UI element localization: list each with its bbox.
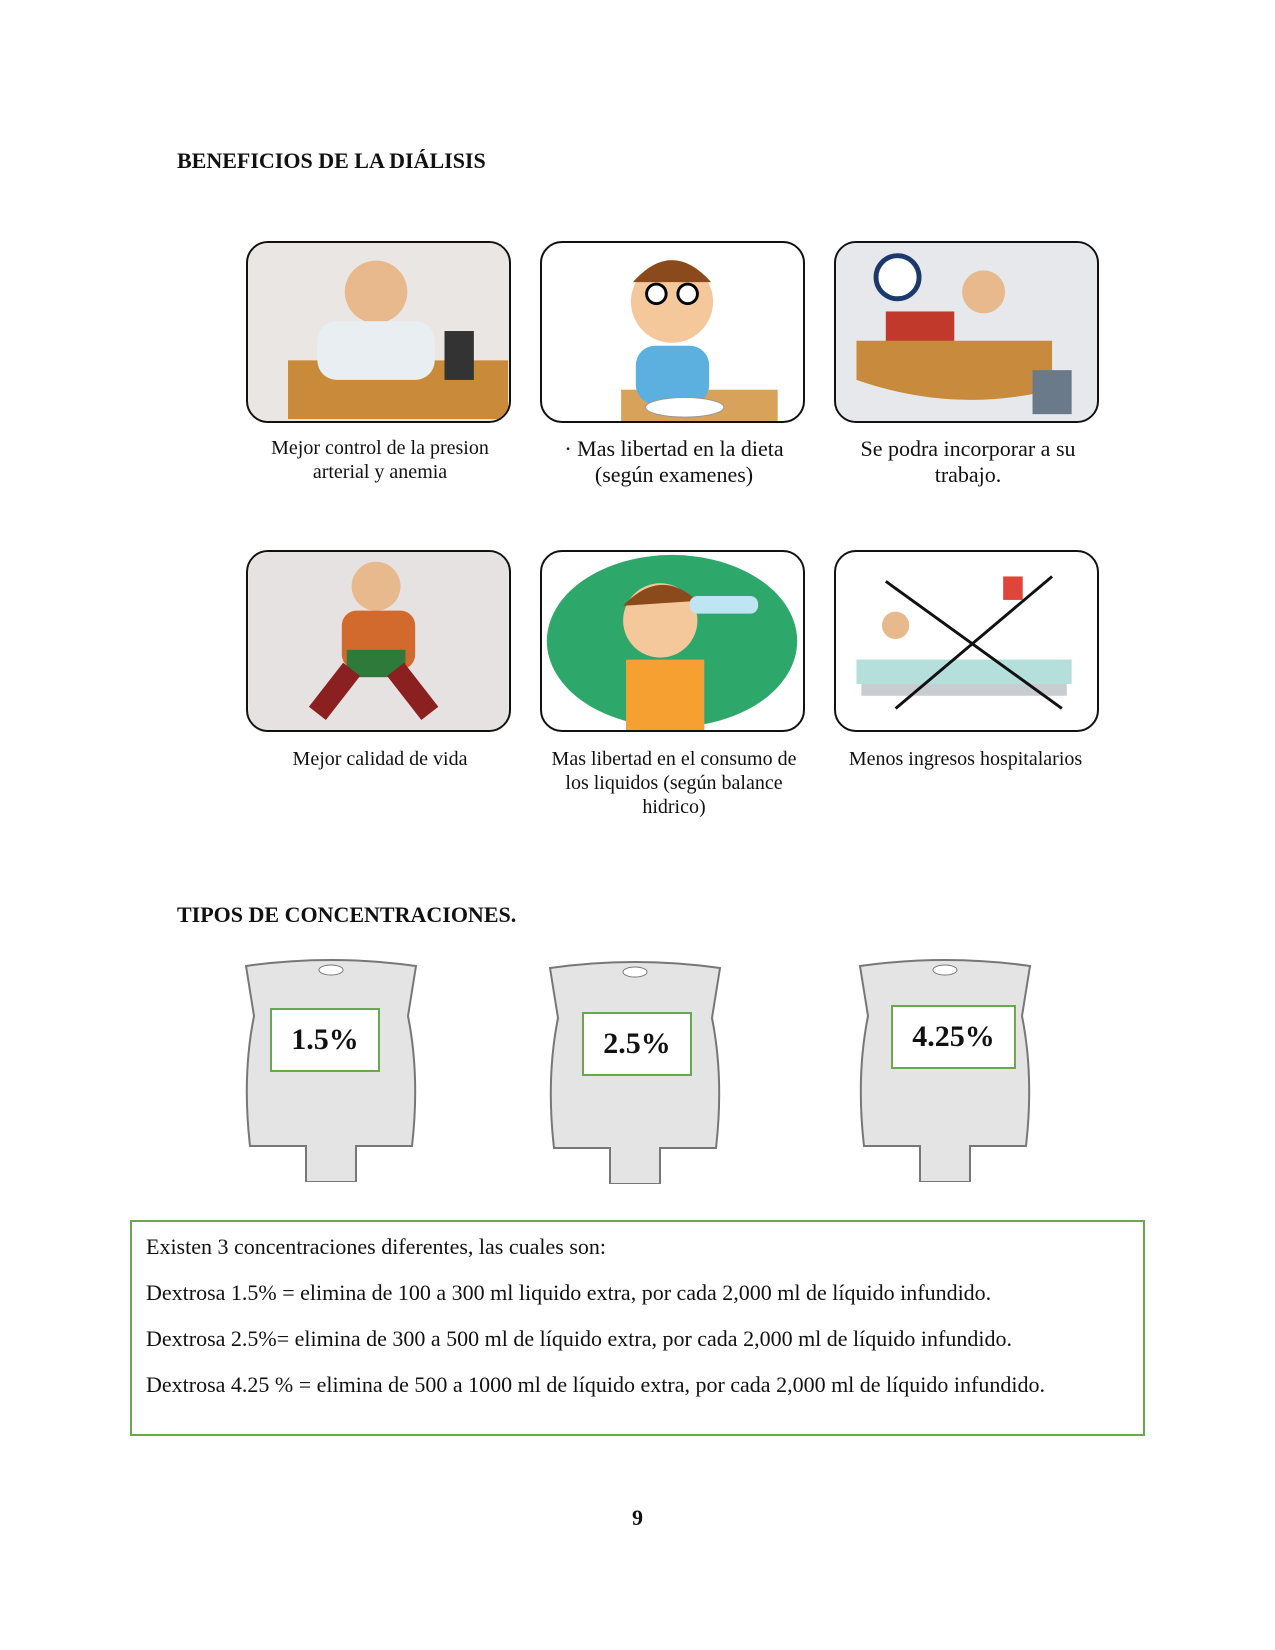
illustration-working xyxy=(834,241,1099,423)
benefit-caption: Mejor control de la presion arterial y a… xyxy=(271,437,489,483)
benefit-caption: Se podra incorporar a su trabajo. xyxy=(860,436,1076,487)
illustration xyxy=(621,260,778,421)
concentration-label: 1.5% xyxy=(270,1008,380,1072)
illustration-hospital xyxy=(834,550,1099,732)
iv-bag xyxy=(858,959,1032,1182)
concentration-label: 2.5% xyxy=(582,1012,692,1076)
benefit-caption: Mejor calidad de vida xyxy=(292,748,468,770)
info-line: Dextrosa 2.5%= elimina de 300 a 500 ml d… xyxy=(146,1326,1012,1351)
illustration-walking xyxy=(246,550,511,732)
illustration xyxy=(546,554,798,730)
page-number: 9 xyxy=(632,1505,643,1530)
section-heading: TIPOS DE CONCENTRACIONES. xyxy=(177,902,517,927)
illustration xyxy=(248,243,509,421)
illustration xyxy=(836,243,1097,421)
info-line: Dextrosa 4.25 % = elimina de 500 a 1000 … xyxy=(146,1372,1045,1397)
illustration xyxy=(248,552,509,730)
info-box: Existen 3 concentraciones diferentes, la… xyxy=(130,1220,1145,1436)
illustration xyxy=(856,575,1072,710)
info-line: Dextrosa 1.5% = elimina de 100 a 300 ml … xyxy=(146,1280,992,1305)
benefit-caption: · Mas libertad en la dieta (según examen… xyxy=(564,436,784,487)
illustration-drinking xyxy=(540,550,805,732)
concentration-label: 4.25% xyxy=(891,1005,1016,1069)
illustration-eating xyxy=(540,241,805,423)
benefit-caption: Mas libertad en el consumo de los liquid… xyxy=(551,748,797,818)
illustration-blood-pressure xyxy=(246,241,511,423)
benefit-caption: Menos ingresos hospitalarios xyxy=(848,748,1083,770)
section-heading: BENEFICIOS DE LA DIÁLISIS xyxy=(177,148,486,173)
info-intro: Existen 3 concentraciones diferentes, la… xyxy=(146,1234,607,1259)
